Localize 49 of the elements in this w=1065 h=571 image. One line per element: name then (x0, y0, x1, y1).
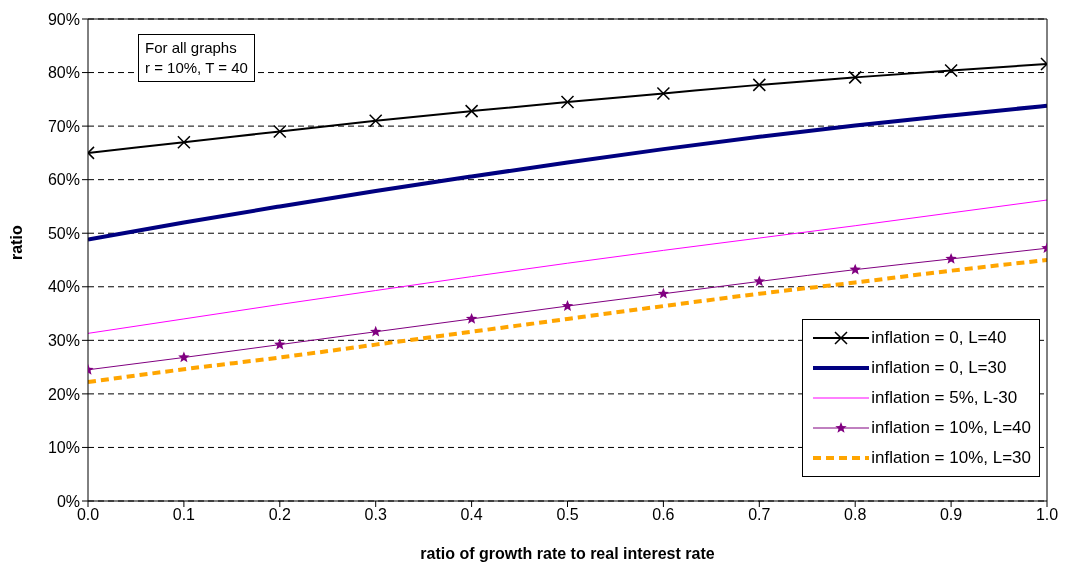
x-tick-label: 0.2 (268, 506, 292, 524)
x-tick-label: 0.7 (748, 506, 771, 524)
y-tick-label: 80% (47, 64, 80, 82)
point (465, 312, 478, 324)
point (848, 70, 862, 85)
y-tick-label: 90% (47, 10, 80, 28)
point (945, 252, 957, 264)
legend-label: inflation = 0, L=40 (871, 328, 1007, 348)
y-axis-title: ratio (7, 225, 25, 260)
point (273, 124, 287, 139)
point (368, 114, 383, 128)
x-tick-label: 0.3 (364, 506, 387, 524)
legend-label: inflation = 5%, L-30 (871, 388, 1018, 408)
line-series (88, 258, 1047, 385)
y-tick-label: 60% (47, 171, 80, 189)
legend-label: inflation = 0, L=30 (871, 358, 1007, 378)
legend-label: inflation = 10%, L=30 (871, 448, 1031, 468)
annotation: For all graphs (145, 38, 238, 58)
point (561, 300, 574, 311)
x-tick-label: 0.0 (76, 506, 100, 524)
x-axis-title: ratio of growth rate to real interest rate (420, 545, 715, 562)
y-tick-label: 30% (47, 332, 80, 350)
point (849, 263, 861, 275)
x-tick-label: 0.6 (652, 506, 675, 524)
annotation: r = 10%, T = 40 (145, 58, 248, 78)
legend-label: inflation = 10%, L=40 (871, 418, 1031, 438)
point (752, 78, 767, 92)
x-tick-label: 1.0 (1035, 506, 1059, 524)
x-tick-label: 0.4 (460, 506, 483, 524)
y-tick-label: 20% (47, 385, 80, 403)
point (369, 325, 382, 337)
x-tick-label: 0.5 (556, 506, 579, 524)
point (753, 275, 766, 287)
point (178, 351, 190, 363)
point (657, 287, 670, 299)
point (177, 135, 191, 149)
line-series (88, 103, 1047, 242)
x-tick-label: 0.8 (844, 506, 867, 524)
point (274, 338, 286, 350)
point (464, 104, 479, 118)
y-tick-label: 40% (47, 278, 80, 296)
x-tick-label: 0.9 (939, 506, 963, 524)
y-tick-label: 50% (47, 224, 80, 242)
point (656, 86, 671, 101)
point (560, 95, 575, 109)
x-tick-label: 0.1 (172, 506, 196, 524)
y-tick-label: 10% (47, 439, 80, 457)
point (944, 63, 958, 78)
y-tick-label: 70% (47, 117, 80, 135)
